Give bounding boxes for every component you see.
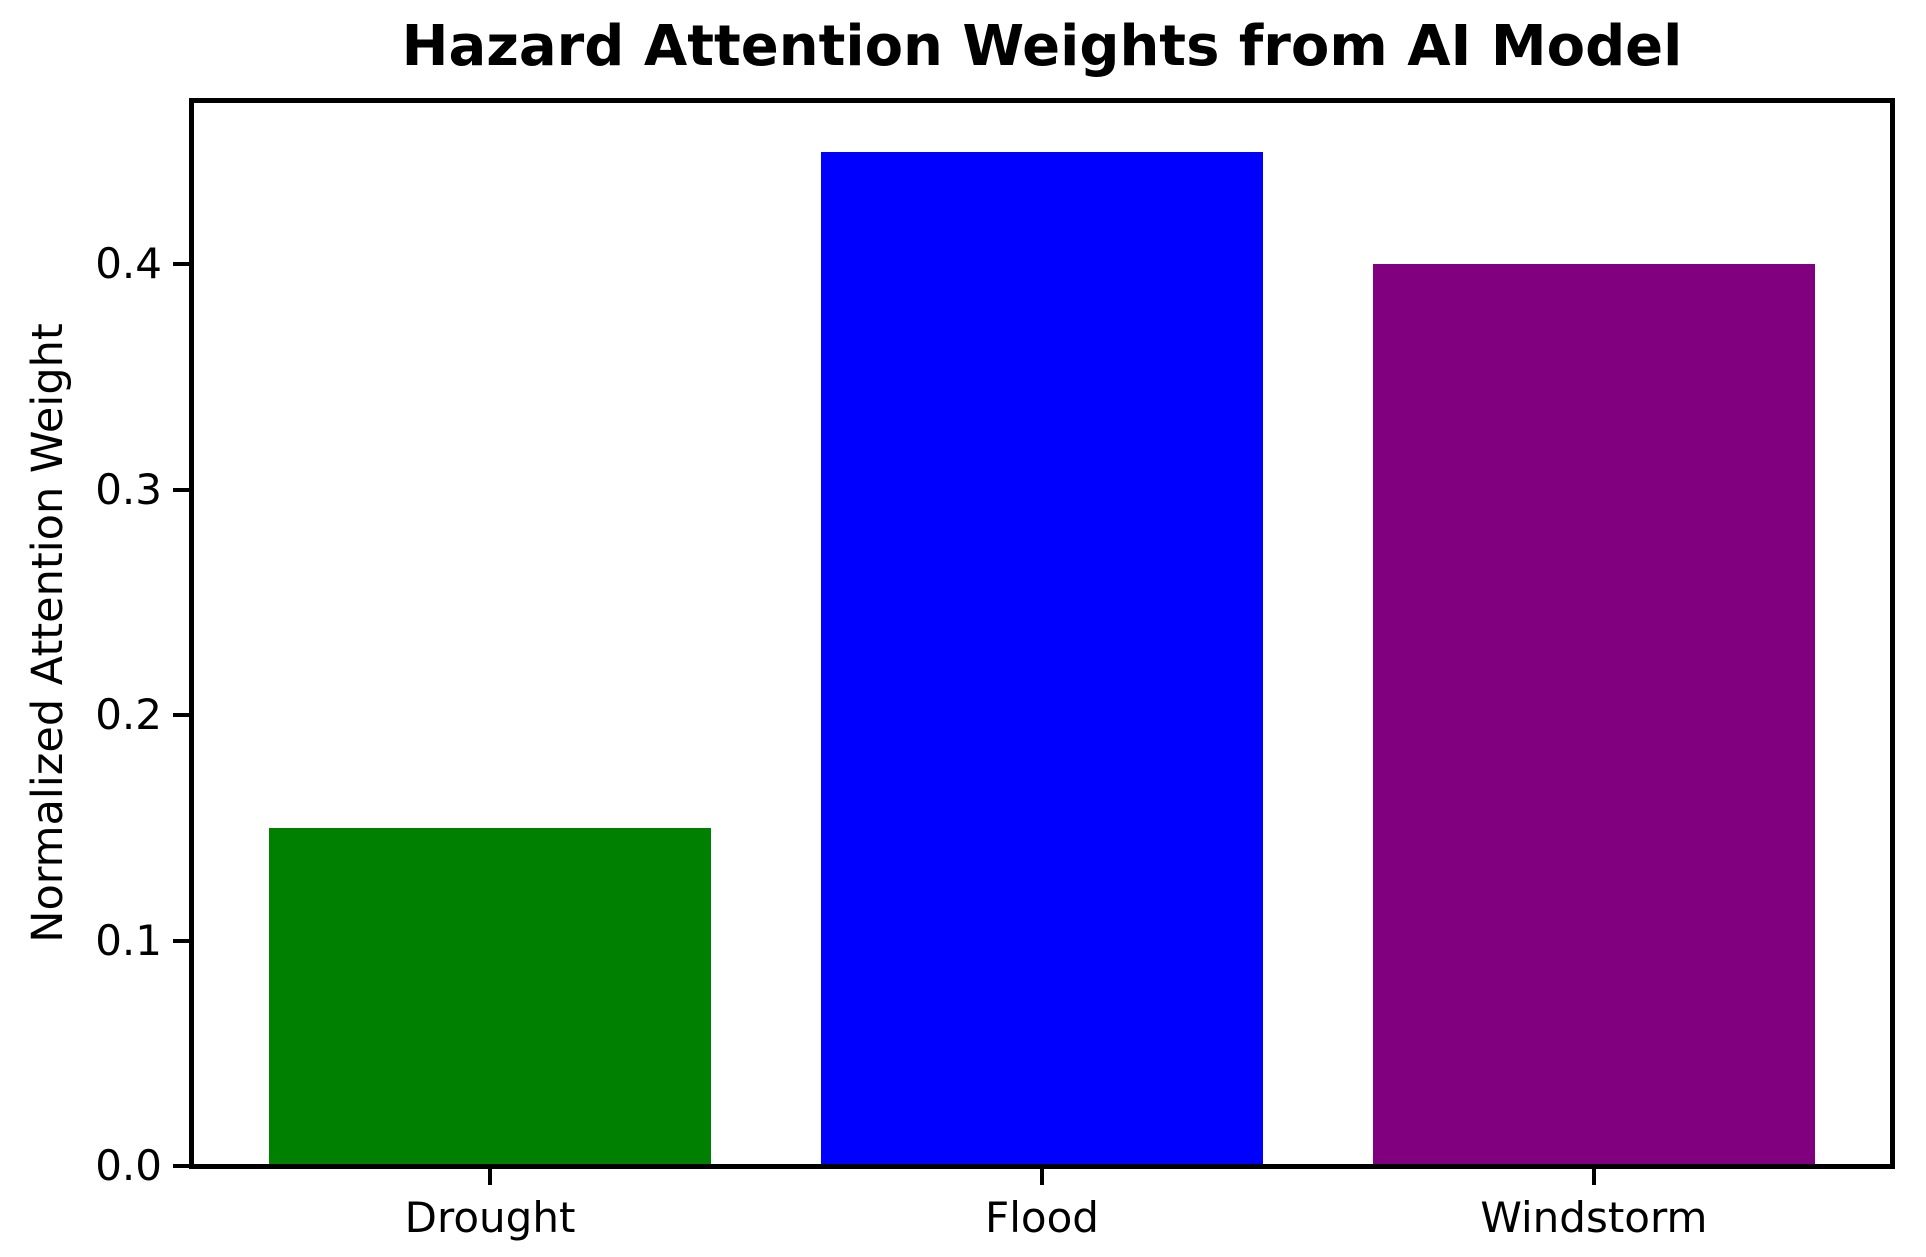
y-tick-label-0.0: 0.0	[95, 1141, 162, 1190]
x-tick-label-windstorm: Windstorm	[1480, 1193, 1708, 1242]
y-tick-0.4	[173, 262, 190, 267]
bar-windstorm	[1373, 264, 1815, 1166]
x-tick-flood	[1040, 1168, 1044, 1185]
y-tick-0.0	[173, 1164, 190, 1168]
y-axis-label: Normalized Attention Weight	[23, 323, 73, 943]
y-tick-label-0.4: 0.4	[95, 239, 162, 289]
y-tick-label-0.1: 0.1	[95, 915, 162, 965]
chart-title: Hazard Attention Weights from AI Model	[401, 14, 1683, 79]
bar-drought	[269, 827, 711, 1166]
x-tick-label-drought: Drought	[404, 1193, 576, 1242]
bar-flood	[821, 151, 1263, 1166]
y-tick-0.1	[173, 938, 190, 943]
x-tick-label-flood: Flood	[985, 1193, 1099, 1242]
x-tick-windstorm	[1591, 1168, 1596, 1185]
x-tick-drought	[488, 1168, 493, 1185]
y-tick-0.2	[173, 713, 190, 718]
y-tick-label-0.2: 0.2	[95, 690, 162, 740]
y-tick-0.3	[173, 487, 190, 492]
y-tick-label-0.3: 0.3	[95, 464, 162, 514]
plot-area	[192, 101, 1892, 1166]
